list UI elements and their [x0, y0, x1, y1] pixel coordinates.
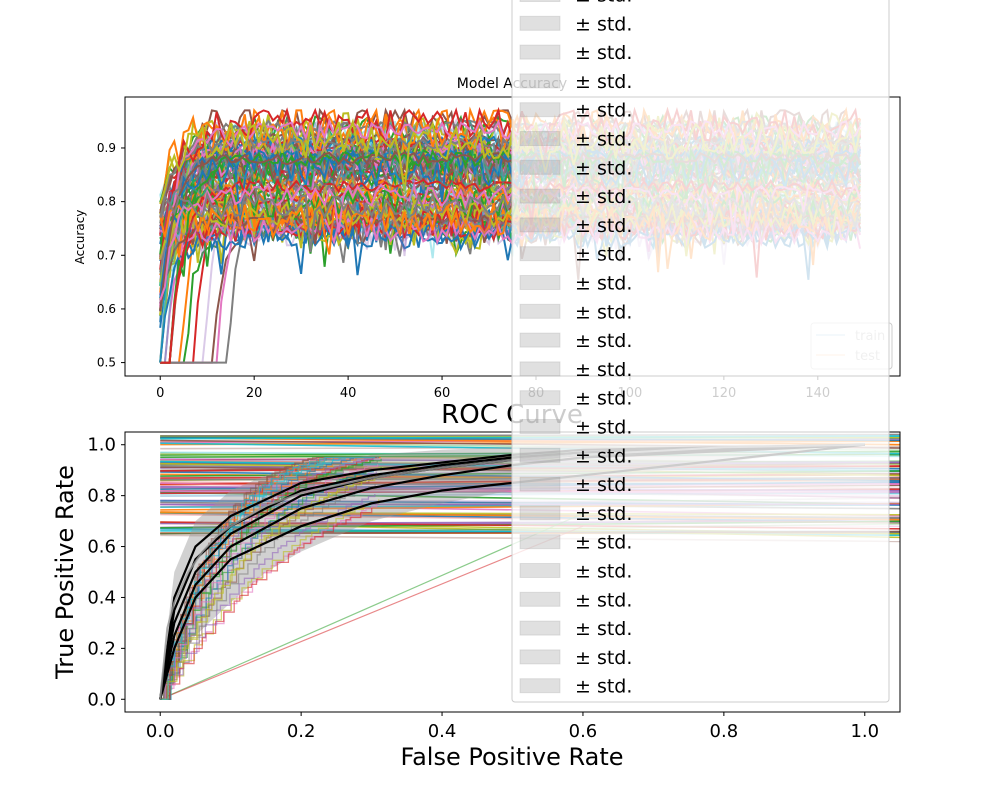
- roc-x-tick-label: 1.0: [850, 721, 879, 742]
- roc-y-tick-label: 0.4: [87, 587, 116, 608]
- std-legend-swatch: [519, 131, 561, 146]
- std-legend-swatch: [519, 303, 561, 319]
- std-legend-swatch: [519, 275, 561, 290]
- roc-x-tick-label: 0.2: [287, 721, 316, 742]
- std-legend-label: ± std.: [575, 157, 632, 179]
- std-legend-label: ± std.: [575, 129, 632, 151]
- roc-fold-curve: [160, 464, 379, 700]
- accuracy-x-tick-label: 0: [156, 386, 164, 401]
- std-legend-label: ± std.: [575, 330, 632, 352]
- std-legend-swatch: [519, 649, 561, 665]
- roc-y-tick-label: 0.6: [87, 537, 116, 558]
- std-legend-swatch: [519, 390, 561, 406]
- std-legend-label: ± std.: [575, 186, 632, 208]
- roc-x-tick-label: 0.0: [146, 721, 175, 742]
- accuracy-x-tick-label: 20: [246, 386, 263, 401]
- std-legend-swatch: [519, 102, 561, 118]
- roc-y-ticks: 0.0 0.2 0.4 0.6 0.8 1.0: [87, 435, 125, 710]
- std-legend-label: ± std.: [575, 474, 632, 496]
- std-legend-label: ± std.: [575, 71, 632, 93]
- roc-y-axis-label: True Positive Rate: [51, 465, 79, 680]
- std-legend-label: ± std.: [575, 273, 632, 295]
- roc-y-tick-label: 0.8: [87, 486, 116, 507]
- std-legend-swatch: [519, 591, 561, 607]
- std-legend-label: ± std.: [575, 676, 632, 698]
- std-legend-label: ± std.: [575, 359, 632, 381]
- std-legend-label: ± std.: [575, 417, 632, 439]
- roc-fold-curve: [160, 456, 378, 700]
- accuracy-y-tick-label: 0.6: [97, 302, 116, 316]
- roc-fold-curve: [160, 477, 376, 700]
- accuracy-x-tick-label: 40: [340, 386, 357, 401]
- std-legend-label: ± std.: [575, 0, 632, 7]
- roc-fold-curve: [160, 484, 376, 700]
- std-legend-swatch: [519, 246, 561, 262]
- std-legend-swatch: [519, 73, 561, 89]
- accuracy-y-tick-label: 0.9: [97, 141, 116, 155]
- std-legend-label: ± std.: [575, 589, 632, 611]
- std-legend-swatch: [519, 217, 561, 233]
- roc-x-tick-label: 0.4: [428, 721, 457, 742]
- std-legend-swatch: [519, 332, 561, 348]
- std-legend-swatch: [519, 620, 561, 636]
- accuracy-y-axis-label: Accuracy: [73, 210, 87, 265]
- std-legend-label: ± std.: [575, 503, 632, 525]
- std-legend-swatch: [519, 188, 561, 204]
- roc-fold-curve: [160, 499, 380, 700]
- std-legend-label: ± std.: [575, 647, 632, 669]
- accuracy-y-tick-label: 0.5: [97, 356, 116, 370]
- std-legend-label: ± std.: [575, 618, 632, 640]
- std-legend: ± std. ± std. ± std. ± std. ± std. ± std. ± st…: [511, 0, 890, 703]
- std-legend-swatch: [519, 505, 561, 521]
- std-legend-label: ± std.: [575, 13, 632, 35]
- std-legend-swatch: [519, 563, 561, 578]
- std-legend-swatch: [519, 419, 561, 434]
- std-legend-label: ± std.: [575, 244, 632, 266]
- std-legend-swatch: [519, 447, 561, 463]
- std-legend-swatch: [519, 678, 561, 694]
- roc-y-tick-label: 0.2: [87, 638, 116, 659]
- std-legend-swatch: [519, 15, 561, 31]
- accuracy-y-tick-label: 0.8: [97, 195, 116, 209]
- roc-std-band: [160, 444, 865, 700]
- std-legend-label: ± std.: [575, 532, 632, 554]
- std-legend-swatch: [519, 534, 561, 550]
- std-legend-label: ± std.: [575, 445, 632, 467]
- std-legend-label: ± std.: [575, 301, 632, 323]
- std-legend-swatch: [519, 476, 561, 492]
- std-legend-label: ± std.: [575, 561, 632, 583]
- roc-x-tick-label: 0.8: [710, 721, 739, 742]
- std-legend-swatch: [519, 159, 561, 175]
- std-legend-swatch: [519, 361, 561, 377]
- roc-y-tick-label: 0.0: [87, 689, 116, 710]
- std-legend-box: [511, 0, 890, 703]
- std-legend-label: ± std.: [575, 215, 632, 237]
- std-legend-swatch: [519, 0, 561, 2]
- roc-x-tick-label: 0.6: [569, 721, 598, 742]
- accuracy-y-tick-label: 0.7: [97, 248, 116, 262]
- roc-x-ticks: 0.0 0.2 0.4 0.6 0.8 1.0: [146, 712, 879, 742]
- std-legend-swatch: [519, 44, 561, 60]
- roc-y-tick-label: 1.0: [87, 435, 116, 456]
- std-legend-label: ± std.: [575, 42, 632, 64]
- roc-x-axis-label: False Positive Rate: [400, 743, 623, 771]
- roc-fold-curve: [160, 456, 375, 700]
- std-legend-label: ± std.: [575, 388, 632, 410]
- std-legend-label: ± std.: [575, 100, 632, 122]
- accuracy-x-tick-label: 60: [434, 386, 451, 401]
- accuracy-y-ticks: 0.5 0.6 0.7 0.8 0.9: [97, 141, 125, 370]
- roc-fold-curve: [160, 507, 373, 700]
